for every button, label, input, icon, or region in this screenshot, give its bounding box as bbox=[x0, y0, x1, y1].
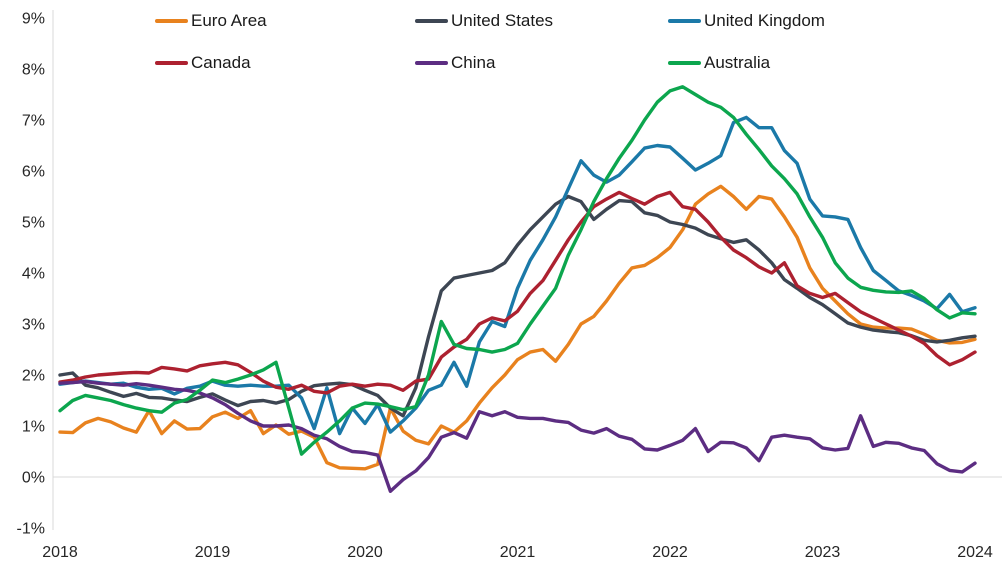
x-axis-tick-label: 2020 bbox=[347, 544, 383, 561]
legend-label: China bbox=[451, 53, 496, 72]
x-axis-tick-label: 2019 bbox=[195, 544, 231, 561]
y-axis-tick-label: 1% bbox=[22, 419, 45, 436]
legend-item-united-states: United States bbox=[415, 12, 553, 30]
legend-item-australia: Australia bbox=[668, 54, 770, 72]
y-axis-tick-label: 3% bbox=[22, 317, 45, 334]
line-united-kingdom bbox=[58, 115, 977, 436]
y-axis-tick-label: 0% bbox=[22, 470, 45, 487]
legend-item-euro-area: Euro Area bbox=[155, 12, 267, 30]
y-axis-tick-label: 7% bbox=[22, 113, 45, 130]
x-axis-tick-label: 2021 bbox=[500, 544, 536, 561]
legend-swatch bbox=[415, 61, 448, 65]
line-canada bbox=[58, 190, 977, 395]
legend-item-united-kingdom: United Kingdom bbox=[668, 12, 825, 30]
legend-swatch bbox=[668, 61, 701, 65]
legend-swatch bbox=[668, 19, 701, 23]
line-australia bbox=[58, 85, 977, 456]
legend-swatch bbox=[155, 19, 188, 23]
legend-label: Australia bbox=[704, 53, 771, 72]
line-united-states bbox=[58, 194, 977, 418]
legend-label: United States bbox=[451, 11, 554, 30]
legend-label: Euro Area bbox=[191, 11, 267, 30]
line-euro-area bbox=[58, 184, 977, 471]
x-axis-tick-label: 2022 bbox=[652, 544, 688, 561]
legend-swatch bbox=[415, 19, 448, 23]
legend-label: Canada bbox=[191, 53, 251, 72]
legend-item-china: China bbox=[415, 54, 495, 72]
y-axis-tick-label: -1% bbox=[17, 521, 45, 538]
x-axis-tick-label: 2024 bbox=[957, 544, 993, 561]
legend-swatch bbox=[155, 61, 188, 65]
y-axis-tick-label: 2% bbox=[22, 368, 45, 385]
y-axis-tick-label: 4% bbox=[22, 266, 45, 283]
y-axis-tick-label: 8% bbox=[22, 62, 45, 79]
x-axis-tick-label: 2023 bbox=[805, 544, 841, 561]
legend-label: United Kingdom bbox=[704, 11, 825, 30]
y-axis-tick-label: 9% bbox=[22, 11, 45, 28]
y-axis-tick-label: 6% bbox=[22, 164, 45, 181]
y-axis-tick-label: 5% bbox=[22, 215, 45, 232]
x-axis-tick-label: 2018 bbox=[42, 544, 78, 561]
line-china bbox=[58, 379, 977, 493]
legend-item-canada: Canada bbox=[155, 54, 251, 72]
